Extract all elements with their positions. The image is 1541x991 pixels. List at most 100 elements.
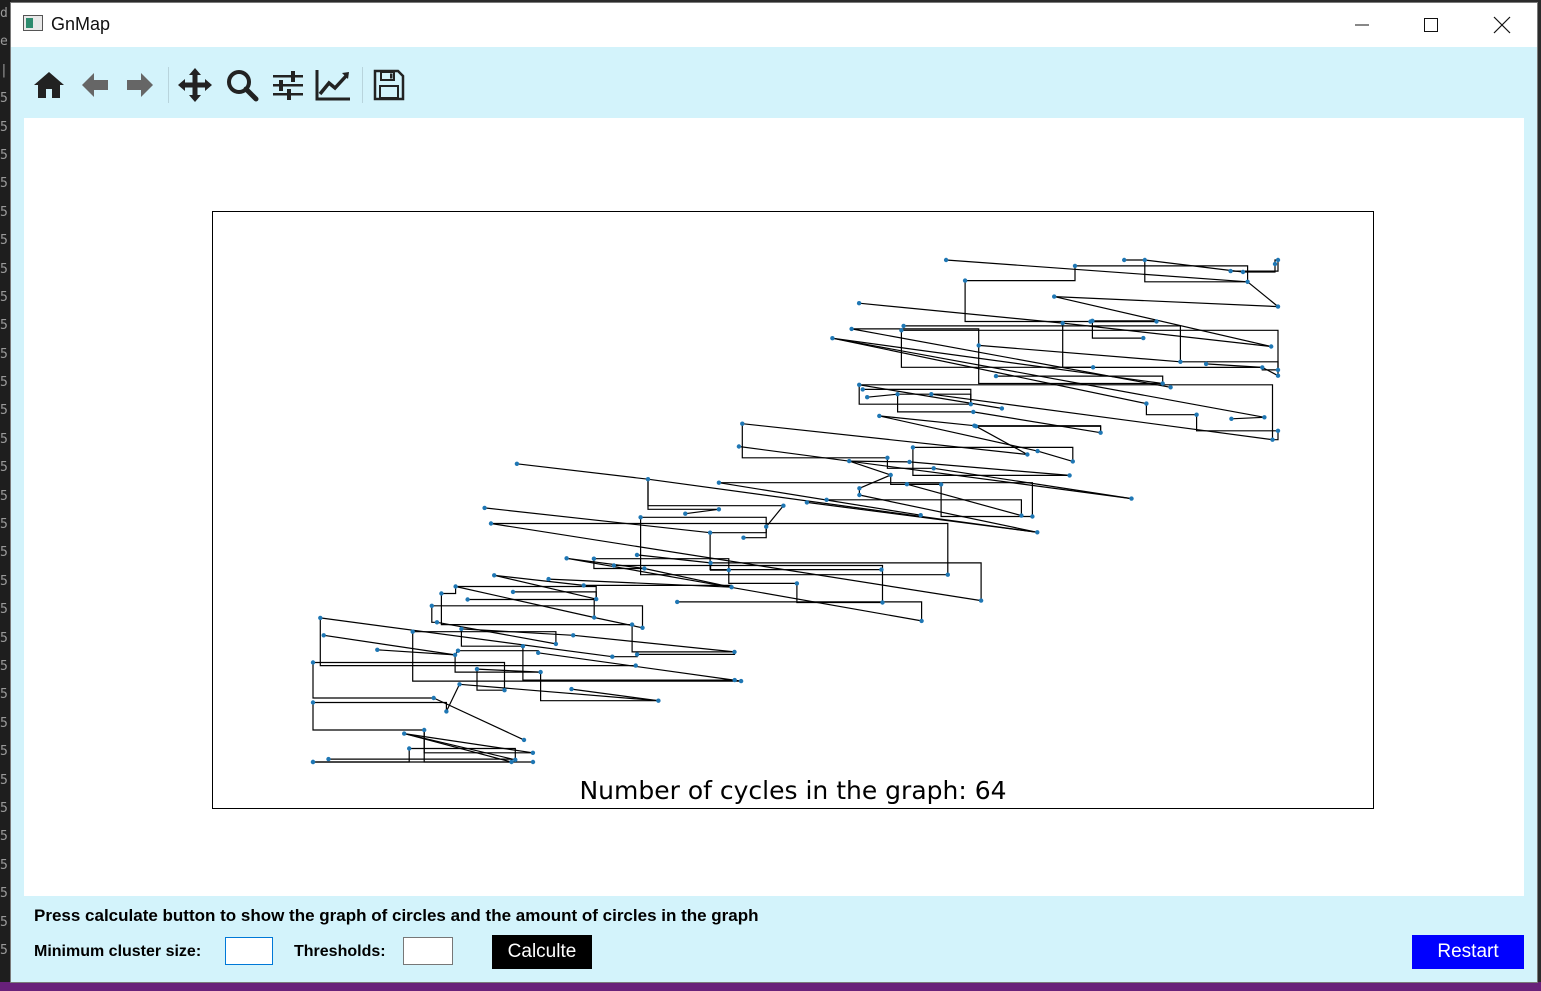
graph-node [764, 524, 769, 529]
back-button[interactable] [75, 65, 115, 105]
minimize-button[interactable] [1328, 3, 1396, 47]
graph-edge [431, 605, 437, 623]
graph-node [422, 727, 427, 733]
graph-edge [879, 415, 1038, 452]
graph-node [895, 392, 900, 397]
configure-subplots-icon [273, 71, 303, 100]
graph-edge [718, 482, 921, 516]
graph-node [326, 756, 331, 762]
maximize-button[interactable] [1397, 3, 1465, 47]
graph-node [741, 535, 746, 540]
back-arrow-icon [82, 73, 108, 97]
graph-edge [445, 684, 461, 712]
graph-node [675, 599, 680, 605]
graph-edge [741, 423, 888, 459]
graph-node [804, 500, 810, 505]
graph-node [993, 373, 999, 379]
graph-node [569, 686, 574, 692]
graph-edge [441, 586, 457, 595]
graph-nodes [310, 257, 1281, 765]
graph-node [880, 600, 885, 605]
graph-edge [613, 564, 884, 603]
graph-node [1067, 473, 1072, 478]
graph-edge [640, 516, 767, 527]
graph-edge [849, 460, 910, 463]
graph-node [1060, 320, 1065, 326]
calculate-button[interactable]: Calculte [492, 935, 592, 969]
graph-node [1275, 257, 1281, 263]
home-button[interactable] [29, 65, 69, 105]
graph-edge [319, 617, 636, 667]
graph-edge [867, 393, 898, 398]
graph-node [594, 596, 599, 602]
edit-axis-button[interactable] [313, 65, 353, 105]
graph-edge [566, 557, 922, 622]
graph-edge [832, 337, 1265, 418]
cycles-count-annotation: Number of cycles in the graph: 64 [579, 776, 1007, 805]
graph-edge [467, 598, 595, 618]
graph-node [633, 663, 638, 668]
graph-edge [459, 683, 659, 702]
graph-edge [859, 302, 1063, 324]
restart-button[interactable]: Restart [1412, 935, 1524, 969]
app-icon [23, 15, 43, 31]
graph-node [899, 328, 904, 333]
configure-subplots-button[interactable] [268, 65, 308, 105]
graph-edge [313, 701, 447, 712]
forward-button[interactable] [120, 65, 160, 105]
graph-node [732, 677, 737, 683]
graph-node [945, 572, 950, 577]
graph-node [429, 603, 434, 608]
graph-node [1154, 319, 1159, 324]
graph-node [457, 682, 462, 687]
graph-node [729, 585, 734, 590]
graph-node [726, 567, 731, 573]
graph-node [1229, 416, 1234, 421]
graph-edge [548, 578, 732, 588]
background-status-bar [0, 982, 1541, 991]
graph-edge [593, 558, 645, 570]
graph-node [513, 757, 518, 762]
graph-edge [978, 344, 1181, 363]
graph-edge [933, 467, 1132, 500]
graph-node [1019, 513, 1024, 518]
graph-node [885, 455, 890, 460]
close-button[interactable] [1468, 3, 1536, 47]
graph-edge [455, 585, 597, 600]
graph-node [546, 576, 551, 582]
graph-edge [1054, 296, 1279, 308]
graph-node [634, 552, 640, 558]
minimize-icon [1355, 24, 1369, 26]
graph-edge [851, 328, 980, 346]
graph-node [931, 466, 936, 471]
graph-edge [973, 411, 1101, 434]
graph-edge [886, 457, 934, 469]
graph-node [1072, 263, 1078, 269]
graph-node [410, 629, 415, 634]
graph-node [1035, 530, 1040, 535]
zoom-button[interactable] [222, 65, 262, 105]
figure-canvas[interactable]: Number of cycles in the graph: 64 [24, 118, 1524, 896]
close-icon [1493, 16, 1511, 34]
thresholds-input[interactable] [403, 937, 453, 965]
graph-node [857, 382, 862, 387]
graph-edge [404, 733, 533, 754]
graph-edge [975, 425, 1028, 456]
save-button[interactable] [369, 65, 409, 105]
graph-node [971, 409, 976, 415]
graph-node [938, 482, 944, 487]
graph-node [1030, 514, 1035, 519]
graph-node [716, 480, 722, 485]
graph-edge [377, 649, 456, 656]
graph-node [536, 650, 541, 655]
graph-node [465, 597, 470, 602]
pan-button[interactable] [175, 65, 215, 105]
graph-edge [897, 393, 972, 405]
graph-edge [1196, 414, 1278, 432]
graph-edge [796, 583, 883, 604]
min-cluster-size-input[interactable] [225, 937, 273, 965]
graph-node [1260, 365, 1265, 370]
edit-axis-icon [315, 70, 350, 101]
graph-node [640, 625, 645, 630]
graph-node [1275, 428, 1281, 433]
